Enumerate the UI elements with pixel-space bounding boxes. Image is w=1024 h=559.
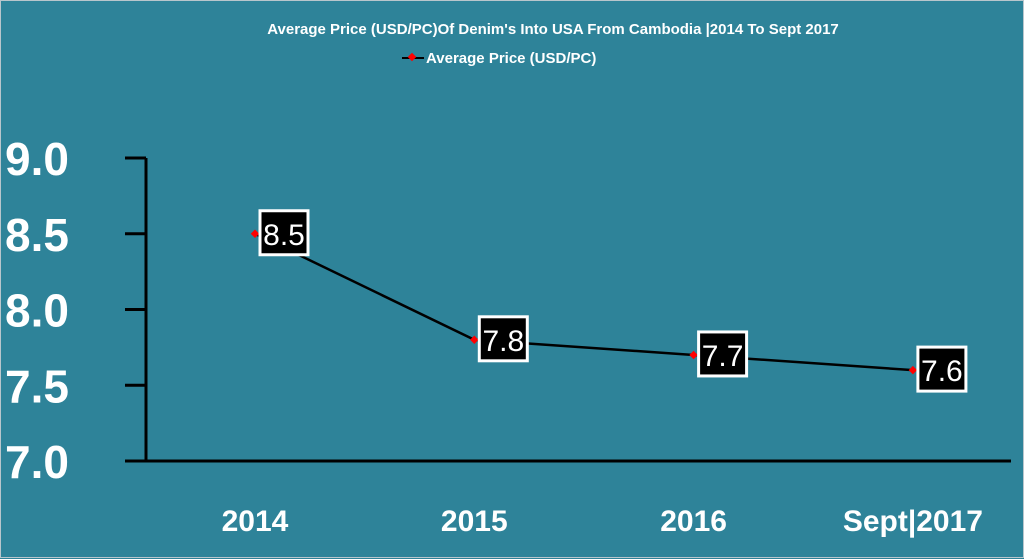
data-label-box [916,345,968,393]
data-label: 7.8 [482,325,524,358]
y-tick-label: 7.5 [5,360,69,412]
y-tick-label: 9.0 [5,133,69,185]
data-label: 7.7 [702,340,744,373]
data-label-box [258,209,310,257]
legend-marker-icon [407,52,417,62]
x-tick-label: Sept|2017 [843,505,983,538]
chart-title: Average Price (USD/PC)Of Denim's Into US… [267,21,839,38]
y-tick-label: 7.0 [5,436,69,488]
data-label-box [697,330,749,378]
y-tick-label: 8.0 [5,285,69,337]
data-label-box [477,315,529,363]
x-tick-label: 2016 [660,505,727,538]
legend-label: Average Price (USD/PC) [426,50,596,67]
series-line [254,232,913,372]
data-label: 8.5 [263,219,305,252]
data-point [250,229,260,238]
legend: Average Price (USD/PC) [402,50,596,67]
x-tick-label: 2015 [441,505,508,538]
x-tick-label: 2014 [222,505,289,538]
data-point [908,365,918,375]
data-point [689,350,698,360]
y-tick-label: 8.5 [5,209,69,261]
data-point [470,335,479,345]
data-label: 7.6 [921,355,963,388]
